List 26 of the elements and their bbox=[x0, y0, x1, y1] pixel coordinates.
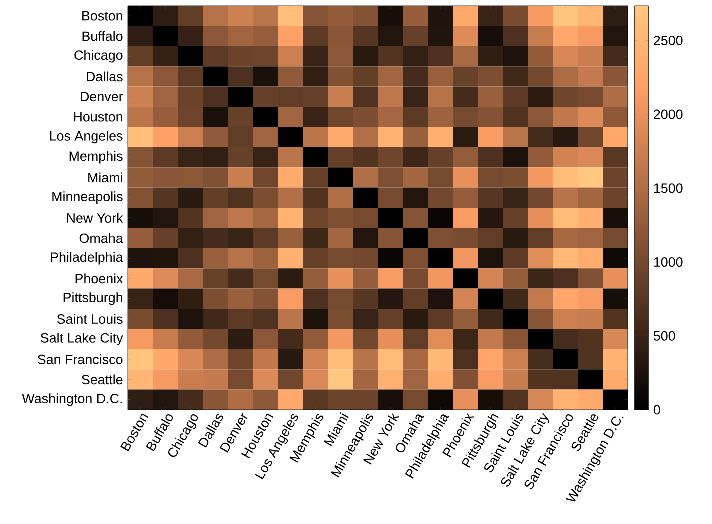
y-tick-label: Denver bbox=[81, 92, 124, 102]
y-tick-label: San Francisco bbox=[38, 354, 123, 364]
color-bar-label: 2500 bbox=[654, 36, 683, 46]
y-tick-label: Boston bbox=[82, 11, 122, 21]
y-tick-label: Miami bbox=[88, 172, 122, 183]
y-tick-label: Memphis bbox=[70, 151, 123, 164]
y-tick-label: Los Angeles bbox=[50, 131, 123, 144]
color-bar-label: 2000 bbox=[654, 110, 683, 120]
y-tick-label: Minneapolis bbox=[52, 192, 123, 204]
y-tick-label: Washington D.C. bbox=[22, 394, 122, 406]
y-tick-label: Pittsburgh bbox=[64, 292, 122, 306]
y-tick-label: Houston bbox=[74, 112, 122, 122]
y-tick-label: Omaha bbox=[80, 233, 124, 244]
color-bar-label: 500 bbox=[654, 331, 676, 341]
y-tick-label: Philadelphia bbox=[51, 252, 124, 265]
color-bar-label: 1000 bbox=[654, 258, 683, 268]
color-bar-label: 1500 bbox=[654, 184, 683, 194]
y-tick-label: New York bbox=[67, 213, 124, 224]
y-tick-label: Saint Louis bbox=[57, 314, 123, 324]
y-tick-label: Buffalo bbox=[82, 31, 123, 42]
y-tick-label: Dallas bbox=[87, 72, 123, 82]
color-bar-label: 0 bbox=[654, 405, 660, 415]
y-tick-label: Phoenix bbox=[76, 274, 124, 284]
y-tick-label: Chicago bbox=[74, 50, 123, 63]
y-tick-label: Seattle bbox=[82, 374, 123, 385]
y-tick-label: Salt Lake City bbox=[40, 333, 124, 346]
